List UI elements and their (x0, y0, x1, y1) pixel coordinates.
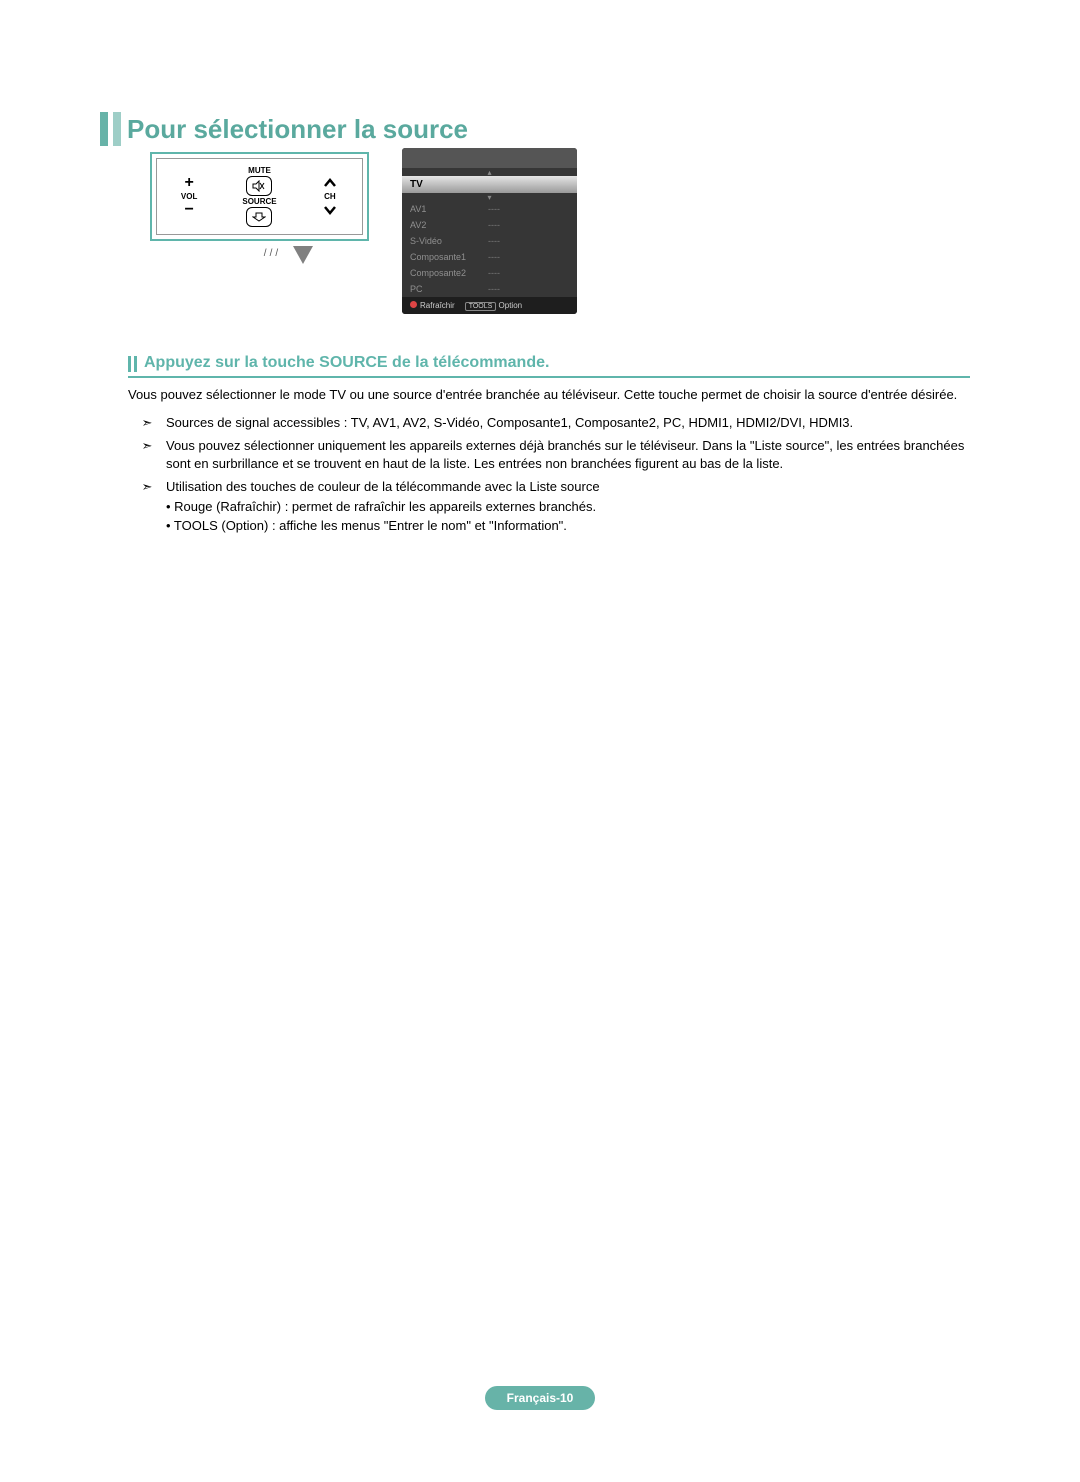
mute-icon (246, 176, 272, 196)
bullet-mark-icon: ➣ (128, 478, 166, 535)
heading-bar-2 (113, 112, 121, 146)
source-selected: TV (402, 176, 577, 193)
source-row: Composante1 ---- (402, 249, 577, 265)
remote-inner: + VOL − MUTE SOURCE (156, 158, 363, 235)
subtitle-bar (134, 356, 137, 372)
source-name: Composante2 (410, 268, 480, 278)
vol-down: − (178, 201, 200, 219)
source-list-screenshot: ▴ TV ▾ AV1 ---- AV2 ---- S-Vidéo ---- Co… (402, 148, 577, 314)
remote-center-col: MUTE SOURCE (242, 166, 276, 228)
bullet-sub: • TOOLS (Option) : affiche les menus "En… (166, 517, 970, 535)
source-value: ---- (488, 204, 500, 214)
bullet-text: Sources de signal accessibles : TV, AV1,… (166, 414, 970, 432)
source-name: AV2 (410, 220, 480, 230)
tools-option: TOOLS Option (465, 301, 522, 310)
tools-box: TOOLS (465, 302, 497, 311)
source-value: ---- (488, 252, 500, 262)
scroll-down-icon: ▾ (402, 193, 577, 201)
source-label: SOURCE (242, 197, 276, 206)
source-rows: AV1 ---- AV2 ---- S-Vidéo ---- Composant… (402, 201, 577, 297)
source-value: ---- (488, 268, 500, 278)
bullet-list: ➣ Sources de signal accessibles : TV, AV… (128, 414, 970, 535)
source-row: AV2 ---- (402, 217, 577, 233)
remote-vol-col: + VOL − (178, 174, 200, 219)
ch-up-icon (319, 174, 341, 192)
heading-row: Pour sélectionner la source (100, 112, 468, 146)
vol-label: VOL (181, 192, 197, 201)
remote-illustration: + VOL − MUTE SOURCE (150, 152, 369, 241)
pointing-stripes: /// (264, 248, 281, 259)
page-title: Pour sélectionner la source (127, 114, 468, 145)
remote-ch-col: CH (319, 174, 341, 219)
page-number-pill: Français-10 (485, 1386, 595, 1410)
heading-bars (100, 112, 121, 146)
subtitle: Appuyez sur la touche SOURCE de la téléc… (144, 354, 549, 372)
pointing-arrow-icon (293, 246, 313, 264)
mute-label: MUTE (248, 166, 271, 175)
ch-down-icon (319, 201, 341, 219)
source-list-footer: Rafraîchir TOOLS Option (402, 297, 577, 314)
list-item: ➣ Vous pouvez sélectionner uniquement le… (128, 437, 970, 472)
bullet-head: Utilisation des touches de couleur de la… (166, 478, 970, 496)
bullet-sub: • Rouge (Rafraîchir) : permet de rafraîc… (166, 498, 970, 516)
source-name: Composante1 (410, 252, 480, 262)
source-name: S-Vidéo (410, 236, 480, 246)
source-icon (246, 207, 272, 227)
source-row: PC ---- (402, 281, 577, 297)
subtitle-bar (128, 356, 131, 372)
heading-bar-1 (100, 112, 108, 146)
red-dot-icon (410, 301, 417, 308)
subtitle-bars (128, 356, 137, 372)
source-list-header (402, 148, 577, 168)
source-row: S-Vidéo ---- (402, 233, 577, 249)
subtitle-row: Appuyez sur la touche SOURCE de la téléc… (128, 354, 970, 378)
body-text: Vous pouvez sélectionner le mode TV ou u… (128, 386, 970, 535)
refresh-label: Rafraîchir (410, 301, 455, 310)
source-name: AV1 (410, 204, 480, 214)
vol-up: + (178, 174, 200, 192)
list-item: ➣ Utilisation des touches de couleur de … (128, 478, 970, 535)
page: Pour sélectionner la source + VOL − MUTE… (0, 0, 1080, 1482)
scroll-up-icon: ▴ (402, 168, 577, 176)
source-row: Composante2 ---- (402, 265, 577, 281)
bullet-text: Vous pouvez sélectionner uniquement les … (166, 437, 970, 472)
ch-label: CH (324, 192, 336, 201)
list-item: ➣ Sources de signal accessibles : TV, AV… (128, 414, 970, 432)
source-value: ---- (488, 284, 500, 294)
source-row: AV1 ---- (402, 201, 577, 217)
bullet-text: Utilisation des touches de couleur de la… (166, 478, 970, 535)
bullet-mark-icon: ➣ (128, 414, 166, 432)
source-name: PC (410, 284, 480, 294)
bullet-mark-icon: ➣ (128, 437, 166, 472)
source-value: ---- (488, 220, 500, 230)
intro-paragraph: Vous pouvez sélectionner le mode TV ou u… (128, 386, 970, 404)
source-value: ---- (488, 236, 500, 246)
